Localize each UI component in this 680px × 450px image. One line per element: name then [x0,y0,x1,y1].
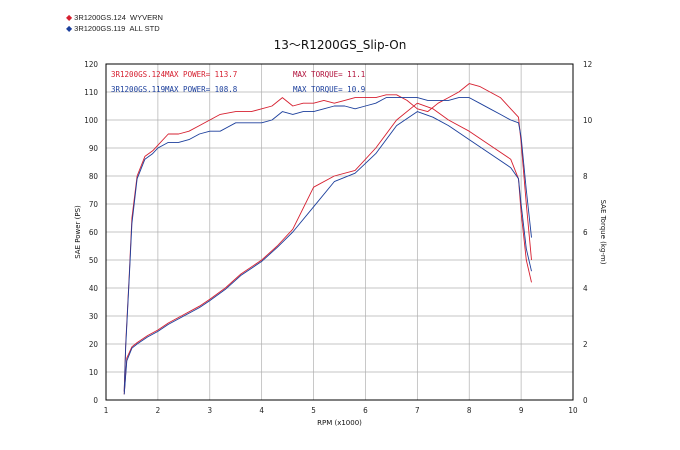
series-line-1 [123,97,532,392]
x-tick-label: 9 [519,406,524,415]
x-tick-label: 6 [363,406,368,415]
annotation-label: 3R1200GS.124 [111,70,166,79]
grid [106,64,573,400]
y-tick-label: 90 [89,144,99,153]
y-tick-label: 70 [89,200,99,209]
y2-tick-label: 10 [583,116,593,125]
y-tick-label: 50 [89,256,99,265]
x-tick-label: 2 [156,406,161,415]
y2-tick-label: 0 [583,396,588,405]
annotation-label: MAX TORQUE= 10.9 [293,85,365,94]
y2-tick-label: 6 [583,228,588,237]
y2-axis-label: SAE Torque (kg-m) [599,200,607,265]
legend-entry-std: ◆ 3R1200GS.119 ALL STD [66,24,160,33]
x-tick-label: 7 [415,406,420,415]
x-tick-label: 5 [311,406,316,415]
legend-desc: WYVERN [130,13,163,22]
annotation-label: MAX POWER= 113.7 [165,70,237,79]
x-axis-label: RPM (x1000) [317,419,362,427]
legend-marker-icon: ◆ [66,13,73,22]
x-tick-label: 4 [259,406,264,415]
x-tick-label: 3 [207,406,212,415]
x-tick-label: 10 [568,406,578,415]
x-tick-label: 8 [467,406,472,415]
y-tick-label: 120 [84,60,98,69]
legend-desc: ALL STD [129,24,160,33]
x-tick-label: 1 [104,406,109,415]
tick-labels: 1 2 3 4 5 6 7 8 9 1001020304050607080901001101200… [84,60,592,415]
plot-frame [105,63,574,401]
chart-title: 13～R1200GS_Slip-On [274,38,407,52]
annotations: 3R1200GS.124 MAX POWER= 113.7 MAX TORQUE= … [111,70,365,94]
y-tick-label: 30 [89,312,99,321]
y-tick-label: 100 [84,116,98,125]
series-line-0 [123,83,532,392]
legend-name: 3R1200GS.124 [74,13,126,22]
legend-marker-icon: ◆ [66,24,73,33]
annotation-label: MAX TORQUE= 11.1 [293,70,365,79]
y2-tick-label: 2 [583,340,588,349]
y2-tick-label: 4 [583,284,588,293]
legend-entry-wyvern: ◆ 3R1200GS.124 WYVERN [66,13,163,22]
y-tick-label: 80 [89,172,99,181]
y-tick-label: 40 [89,284,99,293]
series-line-3 [123,111,532,395]
annotation-label: 3R1200GS.119 [111,85,165,94]
y-tick-label: 60 [89,228,99,237]
series-layer [123,83,532,395]
y-axis-label: SAE Power (PS) [74,205,82,259]
y-tick-label: 0 [93,396,98,405]
y-tick-label: 110 [84,88,98,97]
series-line-2 [123,102,532,395]
legend-name: 3R1200GS.119 [74,24,126,33]
y2-tick-label: 12 [583,60,592,69]
y-tick-label: 20 [89,340,99,349]
y-tick-label: 10 [89,368,99,377]
y2-tick-label: 8 [583,172,588,181]
annotation-label: MAX POWER= 108.8 [165,85,238,94]
